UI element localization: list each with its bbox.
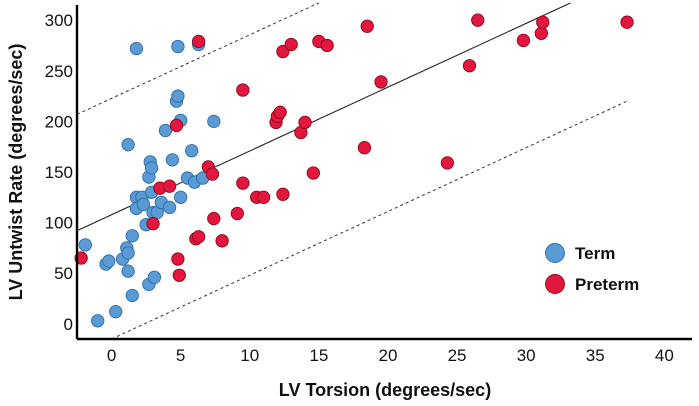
point-term-14	[129, 41, 144, 56]
point-preterm-32	[374, 75, 388, 89]
point-preterm-30	[357, 141, 372, 155]
point-term-7	[121, 246, 135, 260]
y-tick-label: 0	[64, 315, 73, 334]
y-tick-label: 300	[45, 11, 73, 30]
point-preterm-18	[256, 190, 271, 204]
point-preterm-27	[306, 166, 320, 180]
point-term-40	[207, 114, 221, 129]
point-preterm-33	[440, 156, 455, 170]
point-term-27	[158, 123, 173, 138]
point-term-21	[144, 161, 159, 175]
x-axis-title: LV Torsion (degrees/sec)	[279, 380, 491, 400]
point-preterm-15	[236, 83, 250, 97]
point-term-10	[125, 288, 139, 303]
y-tick-label: 250	[45, 62, 73, 81]
point-term-16	[136, 197, 150, 212]
point-preterm-6	[172, 268, 186, 282]
point-preterm-29	[320, 38, 334, 53]
point-term-1	[91, 314, 105, 328]
point-preterm-14	[230, 206, 244, 221]
legend-marker-preterm	[545, 274, 565, 294]
x-tick-label: 35	[586, 346, 605, 365]
point-preterm-16	[236, 176, 250, 190]
point-preterm-5	[171, 252, 185, 266]
point-preterm-31	[360, 19, 374, 33]
y-tick-labels: 0 50 100 150 200 250 300	[45, 11, 73, 334]
point-term-32	[171, 89, 185, 103]
point-preterm-12	[207, 211, 221, 226]
point-preterm-4	[169, 118, 184, 133]
point-preterm-35	[471, 13, 485, 27]
point-preterm-36	[516, 33, 531, 48]
point-term-29	[165, 153, 180, 167]
axes-layer	[75, 5, 692, 341]
upper-bound-line	[76, 2, 320, 115]
x-tick-labels: 0 5 10 15 20 25 30 35 40	[107, 346, 674, 365]
point-term-33	[174, 190, 188, 204]
legend-marker-term	[545, 243, 565, 263]
point-preterm-1	[146, 216, 160, 231]
x-tick-label: 20	[378, 346, 397, 365]
point-preterm-34	[462, 59, 477, 73]
point-preterm-3	[162, 179, 177, 193]
point-term-0	[78, 238, 92, 252]
x-tick-label: 0	[107, 346, 116, 365]
point-term-3	[102, 254, 116, 268]
point-term-11	[125, 229, 139, 243]
point-term-28	[162, 200, 177, 215]
lower-bound-line	[111, 100, 628, 340]
point-preterm-26	[298, 115, 312, 130]
legend-label-preterm: Preterm	[575, 275, 639, 294]
point-preterm-22	[276, 187, 290, 201]
x-tick-label: 25	[448, 346, 467, 365]
point-term-9	[121, 138, 135, 152]
x-tick-label: 30	[517, 346, 536, 365]
point-term-8	[121, 264, 135, 278]
plot-lines	[76, 2, 628, 340]
y-tick-label: 100	[45, 214, 73, 233]
legend: Term Preterm	[545, 243, 639, 294]
y-tick-label: 50	[54, 264, 73, 283]
point-term-31	[171, 39, 185, 54]
points-layer	[74, 13, 634, 328]
point-term-4	[109, 305, 123, 319]
point-term-36	[185, 144, 199, 158]
point-term-24	[147, 270, 162, 284]
point-preterm-8	[191, 230, 206, 244]
point-preterm-9	[191, 34, 206, 49]
x-tick-label: 5	[176, 346, 185, 365]
y-tick-label: 150	[45, 163, 73, 182]
point-preterm-37	[534, 26, 549, 40]
point-preterm-21	[273, 105, 287, 119]
point-preterm-39	[620, 15, 634, 29]
point-preterm-11	[205, 167, 220, 181]
y-axis-title: LV Untwist Rate (degrees/sec)	[6, 44, 26, 301]
x-tick-label: 10	[240, 346, 259, 365]
legend-label-term: Term	[575, 244, 615, 263]
x-tick-label: 40	[655, 346, 674, 365]
point-preterm-13	[215, 234, 229, 248]
point-preterm-24	[284, 37, 298, 52]
x-tick-label: 15	[309, 346, 328, 365]
y-tick-label: 200	[45, 112, 73, 131]
point-preterm-38	[536, 15, 550, 29]
